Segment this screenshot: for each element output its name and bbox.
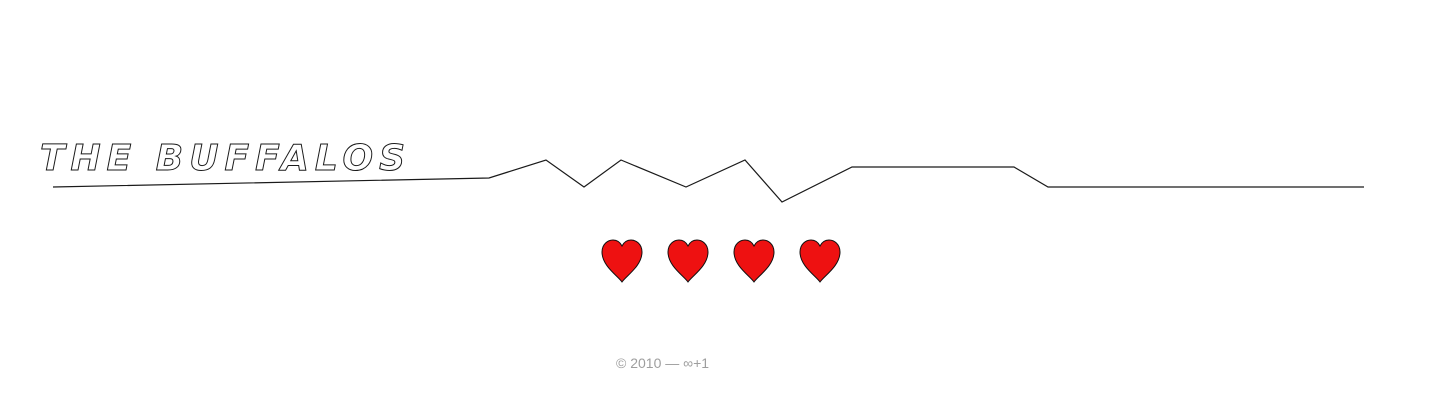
site-logo[interactable]: THE BUFFALOS xyxy=(40,136,420,180)
heart-icon[interactable] xyxy=(798,238,842,284)
heart-icon[interactable] xyxy=(600,238,644,284)
copyright-text: © 2010 — ∞+1 xyxy=(616,355,710,371)
site-title: THE BUFFALOS xyxy=(40,138,411,179)
heart-icon[interactable] xyxy=(732,238,776,284)
hearts-row xyxy=(600,238,850,286)
heart-icon[interactable] xyxy=(666,238,710,284)
